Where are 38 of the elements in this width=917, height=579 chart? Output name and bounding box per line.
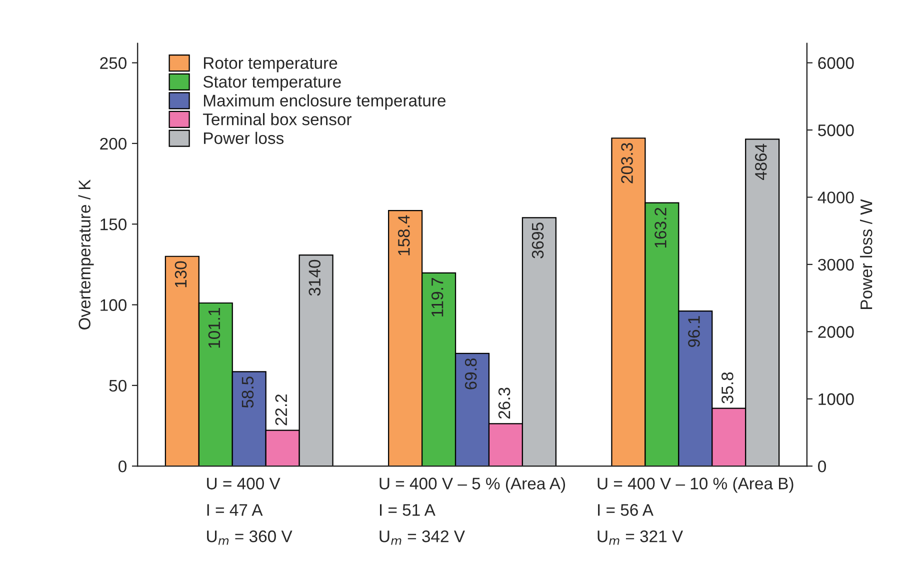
data-label: 69.8	[464, 358, 477, 390]
legend-label: Maximum enclosure temperature	[204, 94, 446, 110]
data-label: 35.8	[722, 372, 734, 404]
y2-tick-label: 2000	[818, 326, 854, 338]
legend-label: Stator temperature	[203, 76, 341, 92]
legend-label: Terminal box sensor	[203, 113, 352, 126]
y2-tick-label: 6000	[818, 57, 854, 69]
data-label: 3695	[532, 222, 544, 258]
x-tick-label: U = 400 V – 10 % (Area B) I = 56 A U$_{m}$ = 321 V	[598, 477, 794, 545]
data-label: 203.3	[621, 143, 633, 184]
y-tick-label: 50	[109, 380, 126, 392]
y-axis-title: Overtemperature / K	[78, 179, 94, 330]
x-tick-label: U = 400 V I = 47 A U$_{m}$ = 360 V	[207, 478, 292, 545]
x-tick-label: U = 400 V – 5 % (Area A) I = 51 A U$_{m}$ = 342 V	[380, 477, 566, 545]
y2-axis-title: Power loss / W	[860, 199, 872, 309]
y-tick-label: 200	[100, 138, 126, 150]
y2-tick-label: 5000	[818, 124, 854, 136]
data-label: 58.5	[242, 376, 254, 408]
data-label: 119.7	[431, 278, 444, 316]
data-label: 101.1	[208, 308, 220, 348]
y-tick-label: 100	[100, 299, 126, 311]
data-label: 130	[174, 261, 187, 288]
data-label: 158.4	[398, 215, 410, 256]
y2-tick-label: 4000	[818, 192, 854, 204]
data-label: 96.1	[688, 316, 700, 347]
data-label: 22.2	[275, 394, 287, 426]
data-label: 163.2	[654, 208, 666, 248]
y-tick-label: 0	[118, 460, 126, 472]
y-tick-label: 250	[100, 57, 126, 69]
legend-label: Power loss	[204, 132, 284, 144]
legend-label: Rotor temperature	[204, 57, 338, 72]
y2-tick-label: 0	[818, 460, 826, 472]
data-label: 4864	[755, 144, 767, 180]
data-label: 26.3	[498, 388, 510, 419]
y2-tick-label: 3000	[818, 258, 854, 271]
data-label: 3140	[308, 260, 321, 296]
y2-tick-label: 1000	[818, 393, 854, 406]
y-tick-label: 150	[100, 218, 126, 230]
